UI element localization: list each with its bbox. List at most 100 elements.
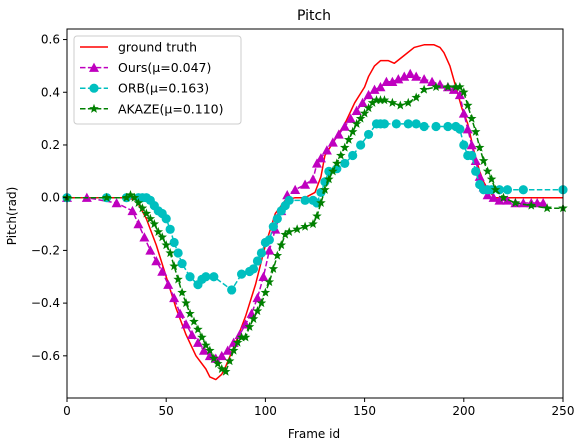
series-1-point — [222, 345, 233, 355]
series-3-point — [308, 219, 318, 229]
series-3-point — [220, 366, 231, 376]
series-3-point — [276, 240, 287, 250]
series-3-point — [431, 81, 441, 92]
series-3-point — [217, 364, 227, 374]
series-3-point — [209, 353, 219, 363]
series-3-point — [101, 192, 112, 202]
series-1-point — [216, 350, 227, 361]
x-tick-label: 100 — [254, 404, 277, 418]
series-1-point — [327, 137, 338, 147]
series-1-point — [192, 337, 203, 347]
series-3-point — [387, 97, 398, 107]
series-1-point — [454, 89, 465, 100]
y-axis-label: Pitch(rad) — [5, 187, 19, 245]
series-1-point — [502, 195, 513, 205]
series-2-point — [348, 150, 358, 161]
y-tick-label: −0.2 — [31, 243, 60, 257]
series-1-point — [315, 153, 326, 163]
series-2-point — [185, 272, 195, 282]
legend-box — [73, 35, 242, 125]
series-1-point — [157, 266, 168, 276]
y-tick-label: 0.4 — [41, 85, 60, 99]
y-tick-label: 0.2 — [41, 138, 60, 152]
series-1-point — [139, 232, 150, 242]
series-3-point — [141, 208, 152, 218]
series-2-point — [268, 222, 278, 232]
series-3-point — [359, 108, 370, 118]
series-3-point — [459, 87, 469, 97]
series-3-point — [474, 142, 485, 152]
x-tick-label: 250 — [552, 404, 575, 418]
series-3-point — [240, 332, 251, 342]
series-3-point — [272, 250, 283, 260]
series-3-point — [336, 150, 346, 160]
y-tick-label: 0.6 — [41, 33, 60, 47]
series-1-point — [393, 74, 404, 84]
series-2-point — [177, 258, 187, 269]
series-2-point — [459, 140, 469, 150]
series-2-point — [169, 237, 179, 248]
series-1-point — [462, 124, 473, 134]
series-3-point — [312, 211, 322, 221]
series-3-point — [490, 184, 501, 194]
series-3-point — [443, 81, 453, 92]
series-1-point — [133, 219, 144, 229]
y-tick-label: −0.6 — [31, 349, 60, 363]
x-tick-label: 150 — [353, 404, 376, 418]
series-3-point — [165, 248, 175, 258]
series-1-point — [321, 145, 332, 155]
series-3-point — [244, 321, 255, 331]
legend-marker-2 — [89, 83, 99, 93]
series-3-point — [121, 192, 132, 202]
series-1-point — [290, 184, 301, 195]
series-3-point — [324, 174, 334, 184]
series-3-point — [510, 197, 521, 207]
series-3-point — [343, 134, 354, 144]
series-3-point — [252, 306, 263, 316]
series-2-point — [236, 269, 247, 279]
series-1-point — [369, 84, 380, 94]
x-tick-label: 0 — [63, 404, 71, 418]
series-2-point — [284, 195, 294, 205]
series-2-point — [209, 272, 219, 282]
plot-area: 0 50 100 150 200 250 −0.6 −0.4 −0.2 0.0 0.2 0.4 0.6 — [31, 28, 575, 418]
series-3-point — [379, 95, 390, 105]
series-2-point — [252, 256, 263, 266]
series-3-point — [284, 226, 294, 236]
y-tick-label: 0.0 — [41, 191, 60, 205]
series-2-point — [248, 264, 259, 274]
legend-marker-1 — [89, 62, 99, 72]
series-3-point — [470, 126, 481, 136]
series-3-point — [347, 126, 358, 136]
series-3-point — [236, 332, 247, 342]
series-3-point — [125, 190, 136, 200]
series-3-point — [292, 224, 302, 234]
legend-label-0: ground truth — [118, 40, 197, 55]
series-3-point — [463, 100, 473, 110]
series-2-point — [227, 285, 237, 295]
series-3-point — [478, 155, 489, 165]
series-1-point — [482, 190, 493, 200]
series-3-point — [145, 213, 156, 223]
series-2-point — [356, 140, 366, 150]
series-1-point — [339, 121, 350, 131]
series-2-point — [431, 121, 441, 132]
series-3-point — [340, 142, 350, 152]
series-3-point — [264, 277, 275, 287]
series-3-point — [224, 356, 235, 366]
series-3-point — [498, 192, 509, 202]
series-3-point — [181, 298, 191, 308]
series-3-point — [280, 229, 290, 239]
series-1-point — [333, 129, 344, 139]
series-2-point — [502, 185, 513, 195]
series-1-point — [351, 105, 362, 115]
series-3-point — [232, 337, 243, 347]
series-1-point — [363, 89, 374, 100]
series-3-point — [351, 118, 362, 128]
series-3-point — [395, 100, 406, 110]
series-3-point — [316, 197, 326, 207]
series-2-point — [300, 195, 310, 205]
series-3-point — [157, 232, 167, 242]
